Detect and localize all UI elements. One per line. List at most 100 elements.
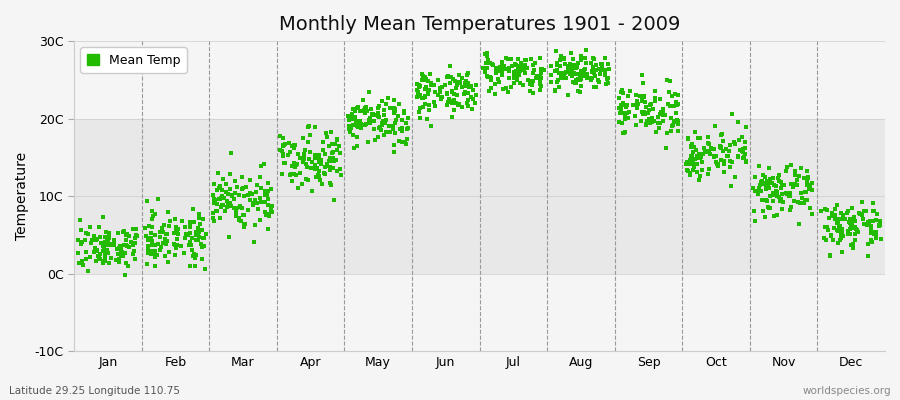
Point	[124, 239, 139, 246]
Point	[96, 248, 111, 254]
Point	[264, 186, 278, 192]
Point	[706, 153, 721, 159]
Point	[420, 116, 435, 122]
Point	[498, 66, 512, 72]
Point	[315, 180, 329, 187]
Point	[374, 122, 389, 128]
Point	[287, 142, 302, 148]
Point	[548, 87, 562, 94]
Point	[476, 65, 491, 72]
Point	[258, 212, 273, 218]
Point	[648, 98, 662, 104]
Point	[345, 111, 359, 118]
Point	[151, 196, 166, 202]
Point	[843, 226, 858, 232]
Point	[224, 150, 238, 156]
Point	[690, 153, 705, 160]
Point	[387, 149, 401, 156]
Point	[524, 56, 538, 62]
Point	[684, 144, 698, 150]
Point	[491, 79, 506, 86]
Point	[524, 81, 538, 88]
Point	[572, 76, 587, 83]
Point	[234, 174, 248, 180]
Point	[358, 105, 373, 111]
Point	[636, 80, 651, 86]
Point	[460, 72, 474, 78]
Point	[354, 125, 368, 132]
Point	[99, 247, 113, 253]
Point	[738, 139, 752, 145]
Point	[374, 127, 388, 133]
Point	[838, 216, 852, 222]
Point	[310, 171, 325, 178]
Point	[275, 151, 290, 158]
Point	[792, 200, 806, 207]
Point	[548, 87, 562, 94]
Point	[162, 223, 176, 230]
Point	[213, 203, 228, 210]
Point	[119, 242, 133, 248]
Point	[652, 96, 667, 102]
Point	[790, 199, 805, 206]
Point	[521, 77, 535, 83]
Point	[324, 141, 338, 148]
Point	[726, 139, 741, 146]
Point	[149, 251, 164, 258]
Point	[248, 197, 262, 204]
Point	[797, 196, 812, 203]
Point	[849, 225, 863, 232]
Point	[544, 79, 558, 85]
Point	[616, 90, 631, 96]
Point	[415, 71, 429, 78]
Point	[670, 128, 685, 134]
Point	[848, 218, 862, 224]
Point	[535, 82, 549, 89]
Point	[153, 243, 167, 250]
Point	[322, 143, 337, 149]
Point	[418, 84, 433, 91]
Point	[763, 205, 778, 211]
Point	[782, 192, 796, 199]
Point	[561, 65, 575, 71]
Point	[845, 221, 859, 228]
Point	[289, 172, 303, 178]
Point	[723, 157, 737, 164]
Point	[445, 100, 459, 106]
Point	[495, 61, 509, 67]
Point	[323, 166, 338, 173]
Point	[634, 93, 649, 100]
Point	[312, 177, 327, 183]
Point	[130, 233, 144, 239]
Point	[866, 208, 880, 214]
Point	[489, 65, 503, 72]
Point	[125, 226, 140, 232]
Point	[196, 235, 211, 242]
Point	[501, 65, 516, 71]
Point	[756, 172, 770, 178]
Point	[314, 160, 328, 167]
Point	[693, 135, 707, 141]
Point	[872, 222, 886, 228]
Point	[737, 151, 751, 157]
Point	[95, 214, 110, 220]
Point	[386, 123, 400, 130]
Point	[504, 56, 518, 62]
Point	[153, 228, 167, 235]
Point	[869, 210, 884, 217]
Point	[389, 117, 403, 124]
Point	[452, 71, 466, 78]
Point	[421, 88, 436, 94]
Point	[184, 242, 199, 248]
Point	[710, 161, 724, 167]
Point	[396, 110, 410, 116]
Point	[349, 120, 364, 127]
Point	[795, 195, 809, 202]
Point	[824, 232, 838, 238]
Point	[549, 48, 563, 54]
Point	[739, 124, 753, 130]
Point	[350, 104, 365, 110]
Point	[803, 183, 817, 189]
Point	[630, 98, 644, 104]
Point	[342, 116, 356, 123]
